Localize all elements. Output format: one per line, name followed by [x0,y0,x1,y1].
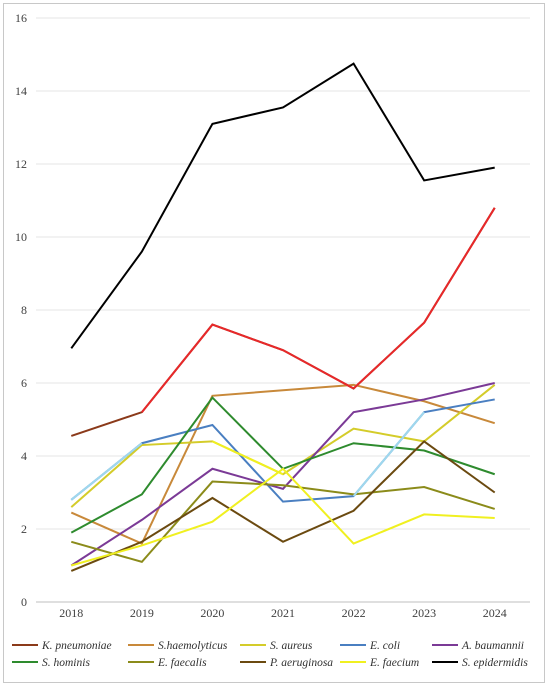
y-tick-label: 6 [21,376,27,390]
y-tick-label: 16 [15,11,27,25]
series-line-8 [71,467,495,567]
legend-label: A. baumannii [461,640,524,652]
chart-frame [3,3,545,683]
y-tick-label: 10 [15,230,27,244]
y-tick-label: 2 [21,522,27,536]
y-tick-label: 14 [15,84,27,98]
y-tick-label: 12 [15,157,27,171]
legend-label: K. pneumoniae [41,640,112,652]
y-axis: 0 2 4 6 8 10 12 14 16 [15,11,27,609]
x-tick-label: 2021 [271,606,295,620]
legend-label: S. hominis [42,657,90,669]
series-line-7 [70,440,496,572]
series-line-9 [70,62,495,349]
series-line-1 [70,383,496,545]
legend-label: E. faecium [369,657,419,669]
y-tick-label: 8 [21,303,27,317]
series-line-0 [70,207,496,437]
series-line-6 [71,480,496,563]
legend-label: S. aureus [270,640,313,652]
series-line-5 [70,396,496,534]
legend-label: S.haemolyticus [158,640,228,652]
legend-label: P. aeruginosa [269,657,333,669]
series-segment-highlight-0 [141,323,355,413]
x-tick-label: 2024 [483,606,507,620]
y-tick-label: 0 [21,595,27,609]
x-tick-label: 2020 [200,606,224,620]
x-tick-label: 2019 [130,606,154,620]
legend-label: S. epidermidis [462,657,528,669]
x-tick-label: 2023 [412,606,436,620]
grid-lines [36,17,530,603]
x-axis: 2018 2019 2020 2021 2022 2023 2024 [59,606,506,620]
series-line-4 [70,382,495,567]
series-segment-highlight-2 [212,440,284,476]
series-lines [70,62,496,572]
legend-label: E. coli [369,640,400,652]
legend-label: E. faecalis [157,657,207,669]
series-segment-highlight-4 [352,411,425,497]
series-segment-highlight-3 [70,442,143,501]
x-tick-label: 2022 [342,606,366,620]
y-tick-label: 4 [21,449,27,463]
x-tick-label: 2018 [59,606,83,620]
series-segment-highlight-1 [352,207,496,390]
legend: K. pneumoniae S.haemolyticus S. aureus E. c… [12,640,528,669]
